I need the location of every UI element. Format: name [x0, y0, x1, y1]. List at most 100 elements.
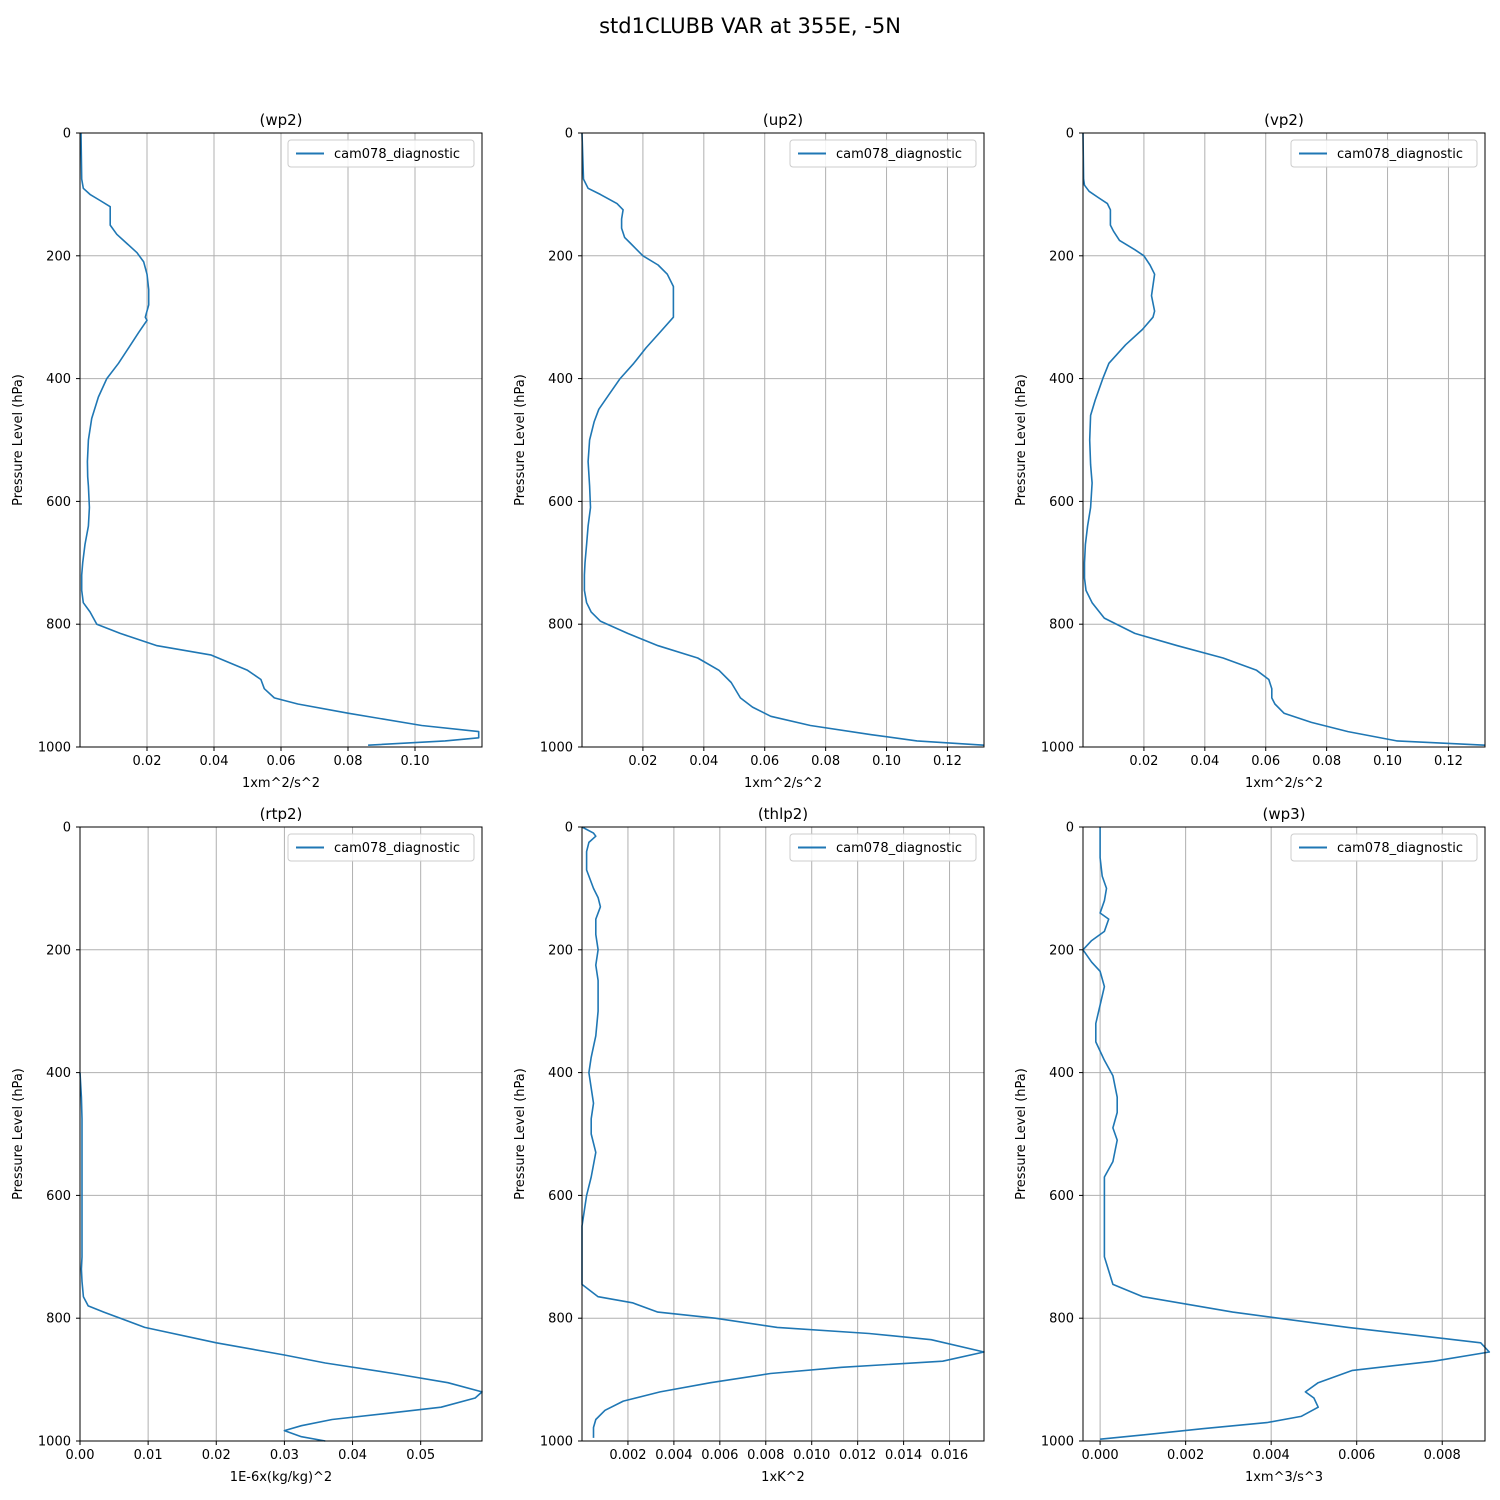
- x-tick-label: 0.06: [267, 754, 296, 769]
- y-tick-label: 800: [548, 1312, 573, 1327]
- y-tick-label: 0: [63, 821, 71, 836]
- x-tick-label: 0.008: [1424, 1448, 1461, 1463]
- figure-title: std1CLUBB VAR at 355E, -5N: [599, 14, 901, 38]
- series-line: [79, 1072, 483, 1442]
- x-tick-label: 0.02: [1129, 754, 1158, 769]
- series-line: [1082, 827, 1491, 1440]
- y-tick-label: 0: [565, 127, 573, 142]
- x-tick-label: 0.04: [689, 754, 718, 769]
- y-tick-label: 800: [46, 618, 71, 633]
- legend-label: cam078_diagnostic: [1337, 841, 1463, 856]
- x-tick-label: 0.006: [701, 1448, 738, 1463]
- y-axis-label: Pressure Level (hPa): [11, 1068, 26, 1200]
- x-tick-label: 0.02: [133, 754, 162, 769]
- subplot-title: (rtp2): [260, 805, 303, 823]
- y-tick-label: 800: [1049, 618, 1074, 633]
- subplot-wp3: 0.000 0.002 0.004 0.006 0.008 0 200 400 600 800 10…: [1014, 805, 1491, 1485]
- x-tick-label: 0.02: [202, 1448, 231, 1463]
- subplot-title: (wp3): [1262, 805, 1305, 823]
- y-tick-label: 600: [1049, 495, 1074, 510]
- x-tick-label: 0.03: [270, 1448, 299, 1463]
- x-tick-label: 0.004: [655, 1448, 692, 1463]
- x-tick-label: 0.10: [872, 754, 901, 769]
- y-tick-label: 1000: [1041, 741, 1074, 756]
- y-tick-label: 200: [1049, 249, 1074, 264]
- y-axis-label: Pressure Level (hPa): [11, 374, 26, 506]
- x-tick-label: 0.10: [1373, 754, 1402, 769]
- subplot-wp2: 0.02 0.04 0.06 0.08 0.10 0 200 400 600 800 1000 (wp…: [11, 111, 483, 791]
- y-tick-label: 0: [63, 127, 71, 142]
- x-tick-label: 0.000: [1081, 1448, 1118, 1463]
- plot-frame: [1082, 132, 1486, 748]
- x-tick-label: 0.004: [1253, 1448, 1290, 1463]
- y-tick-label: 1000: [38, 1435, 71, 1450]
- legend-box: [789, 139, 977, 168]
- y-tick-label: 1000: [38, 741, 71, 756]
- x-tick-label: 0.014: [885, 1448, 922, 1463]
- subplot-title: (vp2): [1264, 111, 1304, 129]
- y-axis-label: Pressure Level (hPa): [1014, 1068, 1029, 1200]
- plot-frame: [581, 132, 985, 748]
- legend-box: [287, 139, 475, 168]
- y-tick-label: 400: [548, 1066, 573, 1081]
- y-tick-label: 200: [46, 943, 71, 958]
- y-tick-label: 400: [548, 372, 573, 387]
- subplot-title: (up2): [763, 111, 803, 129]
- plot-frame: [581, 826, 985, 1442]
- series-line: [80, 132, 480, 746]
- x-tick-label: 0.02: [628, 754, 657, 769]
- y-tick-label: 400: [46, 372, 71, 387]
- x-tick-label: 0.010: [793, 1448, 830, 1463]
- y-tick-label: 0: [1066, 127, 1074, 142]
- x-tick-label: 0.12: [1434, 754, 1463, 769]
- y-tick-label: 1000: [540, 1435, 573, 1450]
- x-tick-label: 0.01: [134, 1448, 163, 1463]
- x-tick-label: 0.016: [931, 1448, 968, 1463]
- y-tick-label: 200: [548, 943, 573, 958]
- y-tick-label: 600: [548, 1189, 573, 1204]
- x-axis-label: 1E-6x(kg/kg)^2: [230, 1470, 332, 1485]
- x-tick-label: 0.05: [406, 1448, 435, 1463]
- subplot-up2: 0.02 0.04 0.06 0.08 0.10 0.12 0 200 400 600 800 100…: [513, 111, 985, 791]
- x-axis-label: 1xm^2/s^2: [1245, 776, 1323, 791]
- y-tick-label: 600: [548, 495, 573, 510]
- series-line: [581, 132, 985, 746]
- y-tick-label: 1000: [540, 741, 573, 756]
- subplot-thlp2: 0.002 0.004 0.006 0.008 0.010 0.012 0.014 0.016…: [513, 805, 985, 1485]
- y-tick-label: 400: [46, 1066, 71, 1081]
- legend-label: cam078_diagnostic: [836, 147, 962, 162]
- x-tick-label: 0.10: [401, 754, 430, 769]
- legend-box: [789, 833, 977, 862]
- x-tick-label: 0.06: [1251, 754, 1280, 769]
- x-tick-label: 0.008: [747, 1448, 784, 1463]
- subplot-title: (thlp2): [758, 805, 808, 823]
- x-tick-label: 0.06: [750, 754, 779, 769]
- x-tick-label: 0.12: [933, 754, 962, 769]
- y-tick-label: 0: [565, 821, 573, 836]
- y-tick-label: 800: [46, 1312, 71, 1327]
- y-tick-label: 200: [1049, 943, 1074, 958]
- y-axis-label: Pressure Level (hPa): [1014, 374, 1029, 506]
- y-tick-label: 200: [46, 249, 71, 264]
- y-tick-label: 600: [46, 1189, 71, 1204]
- x-tick-label: 0.002: [1167, 1448, 1204, 1463]
- y-tick-label: 600: [1049, 1189, 1074, 1204]
- y-axis-label: Pressure Level (hPa): [513, 1068, 528, 1200]
- x-tick-label: 0.04: [338, 1448, 367, 1463]
- y-tick-label: 1000: [1041, 1435, 1074, 1450]
- y-tick-label: 600: [46, 495, 71, 510]
- y-tick-label: 200: [548, 249, 573, 264]
- plot-frame: [1082, 826, 1486, 1442]
- y-tick-label: 400: [1049, 1066, 1074, 1081]
- x-tick-label: 0.012: [839, 1448, 876, 1463]
- x-tick-label: 0.00: [66, 1448, 95, 1463]
- legend-label: cam078_diagnostic: [1337, 147, 1463, 162]
- legend-label: cam078_diagnostic: [334, 147, 460, 162]
- x-axis-label: 1xm^3/s^3: [1245, 1470, 1323, 1485]
- series-line: [1082, 132, 1486, 746]
- y-tick-label: 800: [1049, 1312, 1074, 1327]
- y-tick-label: 400: [1049, 372, 1074, 387]
- x-tick-label: 0.08: [334, 754, 363, 769]
- legend-box: [1290, 139, 1478, 168]
- x-tick-label: 0.04: [200, 754, 229, 769]
